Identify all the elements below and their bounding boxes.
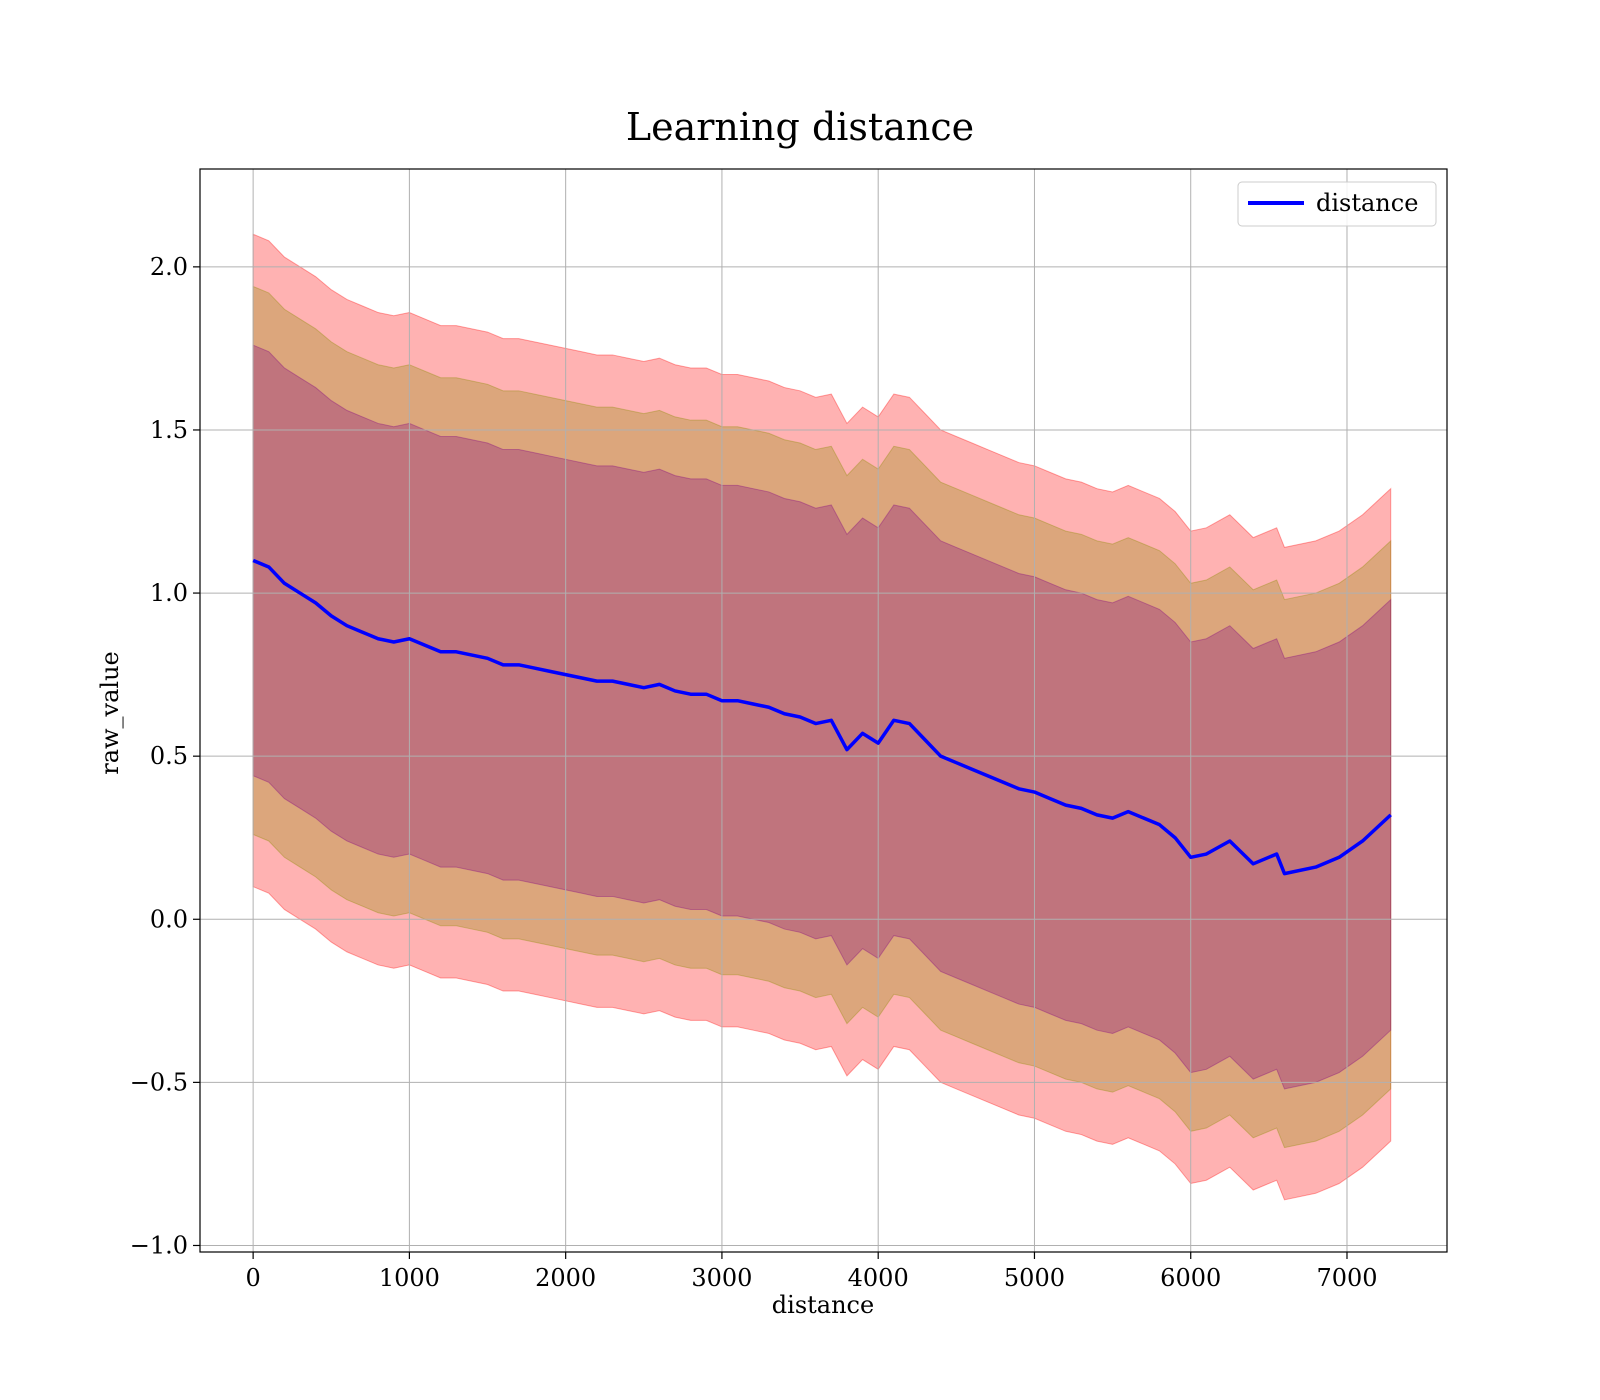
- confidence-band-2: [252, 285, 1392, 1149]
- x-tick-label: 3000: [691, 1264, 752, 1292]
- series-line-distance: [252, 558, 1392, 876]
- y-tick-label: 0.5: [150, 742, 188, 770]
- x-tick-label: 7000: [1316, 1264, 1377, 1292]
- chart-title: Learning distance: [626, 105, 974, 149]
- y-tick-label: 2.0: [150, 253, 188, 281]
- x-tick-label: 1000: [379, 1264, 440, 1292]
- legend: distance: [1237, 181, 1437, 227]
- y-tick-label: −1.0: [130, 1231, 188, 1259]
- band-layer: [252, 233, 1392, 1201]
- x-tick-label: 0: [245, 1264, 260, 1292]
- x-tick-label: 6000: [1160, 1264, 1221, 1292]
- y-tick-label: 1.5: [150, 416, 188, 444]
- confidence-band-3: [252, 344, 1392, 1090]
- x-tick-label: 5000: [1004, 1264, 1065, 1292]
- plot-frame: [199, 168, 1448, 1253]
- y-axis-ticks: −1.0 −0.5 0.0 0.5 1.0 1.5 2.0: [130, 253, 200, 1259]
- x-axis-label: distance: [772, 1291, 874, 1319]
- confidence-band-1: [252, 233, 1392, 1201]
- legend-label-distance: distance: [1316, 189, 1418, 217]
- x-tick-label: 4000: [848, 1264, 909, 1292]
- y-tick-label: 0.0: [150, 905, 188, 933]
- x-axis-ticks: 0 1000 2000 3000 4000 5000 6000 7000: [245, 1252, 1378, 1292]
- x-tick-label: 2000: [535, 1264, 596, 1292]
- line-layer: [252, 558, 1392, 876]
- y-tick-label: −0.5: [130, 1068, 188, 1096]
- y-axis-label: raw_value: [96, 651, 124, 775]
- legend-box: [1237, 181, 1437, 227]
- y-tick-label: 1.0: [150, 579, 188, 607]
- grid-layer: [200, 169, 1447, 1252]
